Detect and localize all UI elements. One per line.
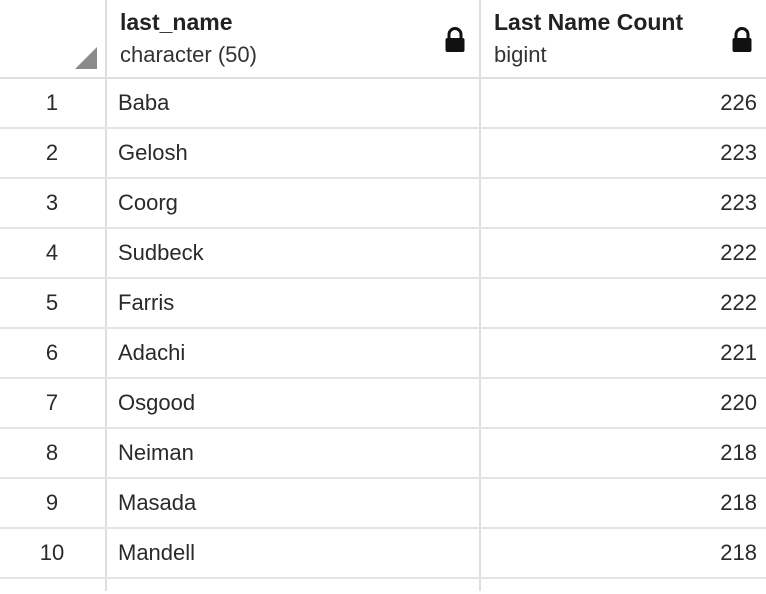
row-number[interactable]: 6 <box>0 329 107 377</box>
last-name-cell[interactable]: Gelosh <box>107 129 481 177</box>
table-row[interactable]: 5 Farris 222 <box>0 279 766 329</box>
count-cell[interactable]: 218 <box>720 540 757 565</box>
column-title: Last Name Count <box>494 9 684 35</box>
column-type: bigint <box>494 42 547 67</box>
grid-body: 1 Baba 226 2 Gelosh 223 3 Coorg 223 4 Su… <box>0 79 766 591</box>
lock-icon <box>445 27 465 52</box>
table-row[interactable]: 3 Coorg 223 <box>0 179 766 229</box>
row-number[interactable]: 5 <box>0 279 107 327</box>
last-name-cell[interactable]: Sudbeck <box>107 229 481 277</box>
table-row[interactable]: 9 Masada 218 <box>0 479 766 529</box>
table-row[interactable]: 1 Baba 226 <box>0 79 766 129</box>
row-number[interactable]: 3 <box>0 179 107 227</box>
column-type: character (50) <box>120 42 257 67</box>
count-cell[interactable]: 222 <box>720 240 757 265</box>
last-name-cell[interactable]: Mandell <box>107 529 481 577</box>
count-cell[interactable]: 222 <box>720 290 757 315</box>
table-row[interactable]: 6 Adachi 221 <box>0 329 766 379</box>
row-number[interactable]: 8 <box>0 429 107 477</box>
count-cell[interactable]: 221 <box>720 340 757 365</box>
count-cell[interactable]: 220 <box>720 390 757 415</box>
count-cell[interactable]: 218 <box>720 490 757 515</box>
column-header-last-name-count[interactable]: Last Name Count bigint <box>481 0 766 77</box>
row-number[interactable]: 1 <box>0 79 107 127</box>
last-name-cell[interactable]: Farris <box>107 279 481 327</box>
row-number[interactable]: 4 <box>0 229 107 277</box>
partial-next-row <box>0 579 766 591</box>
lock-icon <box>732 27 752 52</box>
last-name-cell[interactable]: Coorg <box>107 179 481 227</box>
count-cell[interactable]: 218 <box>720 440 757 465</box>
row-number[interactable]: 7 <box>0 379 107 427</box>
column-header-last-name[interactable]: last_name character (50) <box>107 0 481 77</box>
table-row[interactable]: 4 Sudbeck 222 <box>0 229 766 279</box>
last-name-cell[interactable]: Neiman <box>107 429 481 477</box>
count-cell[interactable]: 223 <box>720 190 757 215</box>
grid-header: last_name character (50) Last Name Count… <box>0 0 766 79</box>
column-title: last_name <box>120 9 233 35</box>
table-row[interactable]: 7 Osgood 220 <box>0 379 766 429</box>
row-number[interactable]: 9 <box>0 479 107 527</box>
last-name-cell[interactable]: Baba <box>107 79 481 127</box>
table-row[interactable]: 2 Gelosh 223 <box>0 129 766 179</box>
last-name-cell[interactable]: Osgood <box>107 379 481 427</box>
row-number[interactable]: 10 <box>0 529 107 577</box>
count-cell[interactable]: 226 <box>720 90 757 115</box>
last-name-cell[interactable]: Adachi <box>107 329 481 377</box>
last-name-cell <box>107 579 481 591</box>
select-all-corner[interactable] <box>0 0 107 77</box>
table-row[interactable]: 10 Mandell 218 <box>0 529 766 579</box>
last-name-cell[interactable]: Masada <box>107 479 481 527</box>
select-all-corner-icon <box>75 47 97 69</box>
count-cell[interactable]: 223 <box>720 140 757 165</box>
row-number <box>0 579 107 591</box>
count-cell <box>481 579 766 591</box>
row-number[interactable]: 2 <box>0 129 107 177</box>
table-row[interactable]: 8 Neiman 218 <box>0 429 766 479</box>
